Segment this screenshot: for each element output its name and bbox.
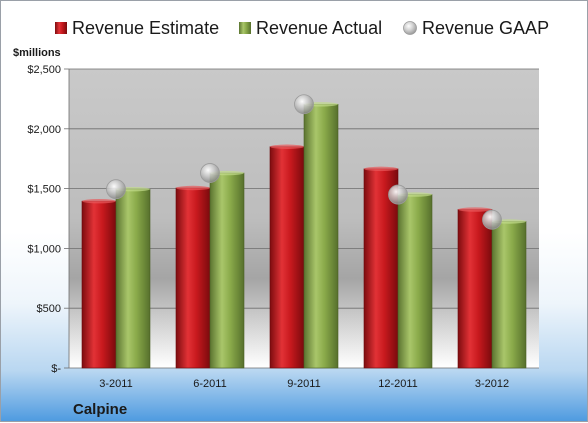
x-axis-ticks: 3-2011 6-2011 9-2011 12-2011 3-2012 <box>99 378 509 390</box>
bar-top-highlight <box>270 144 304 149</box>
bars <box>81 102 527 369</box>
x-tick-label: 3-2012 <box>475 378 509 390</box>
y-tick-label: $1,500 <box>27 184 61 196</box>
y-axis-ticks: $- $500 $1,000 $1,500 $2,000 $2,500 <box>27 64 61 375</box>
bar-revenue-actual <box>209 172 245 369</box>
legend-label-actual: Revenue Actual <box>256 18 382 38</box>
legend-marker-gaap <box>403 21 417 35</box>
bar-revenue-actual <box>491 221 527 369</box>
point-revenue-gaap <box>482 209 502 230</box>
legend-swatch-actual <box>239 22 251 34</box>
x-tick-label: 12-2011 <box>378 378 418 390</box>
bar-revenue-estimate <box>81 200 117 369</box>
legend: Revenue Estimate Revenue Actual Revenue … <box>55 18 549 38</box>
x-tick-label: 3-2011 <box>99 378 132 390</box>
point-revenue-gaap <box>106 179 126 200</box>
x-tick-label: 9-2011 <box>287 378 320 390</box>
legend-swatch-estimate <box>55 22 67 34</box>
gaap-points <box>106 94 502 230</box>
y-tick-label: $2,500 <box>27 64 61 76</box>
point-revenue-gaap <box>388 184 408 205</box>
legend-label-gaap: Revenue GAAP <box>422 18 549 38</box>
bar-revenue-estimate <box>457 209 493 369</box>
bar-revenue-estimate <box>269 146 305 369</box>
legend-label-estimate: Revenue Estimate <box>72 18 219 38</box>
bar-top-highlight <box>82 198 116 204</box>
bar-revenue-estimate <box>175 187 211 369</box>
company-name: Calpine <box>73 401 127 418</box>
y-tick-label: $1,000 <box>27 243 61 255</box>
bar-revenue-actual <box>115 188 151 369</box>
bar-revenue-actual <box>303 103 339 369</box>
y-tick-label: $500 <box>37 303 61 315</box>
bar-revenue-actual <box>397 194 433 369</box>
y-tick-label: $- <box>51 363 61 375</box>
bar-top-highlight <box>176 185 210 191</box>
point-revenue-gaap <box>294 94 314 115</box>
y-tick-label: $2,000 <box>27 124 61 136</box>
y-axis-unit-label: $millions <box>13 47 61 59</box>
bar-top-highlight <box>364 166 398 172</box>
bar-top-highlight <box>458 207 492 212</box>
point-revenue-gaap <box>200 163 220 183</box>
x-tick-label: 6-2011 <box>193 378 226 390</box>
